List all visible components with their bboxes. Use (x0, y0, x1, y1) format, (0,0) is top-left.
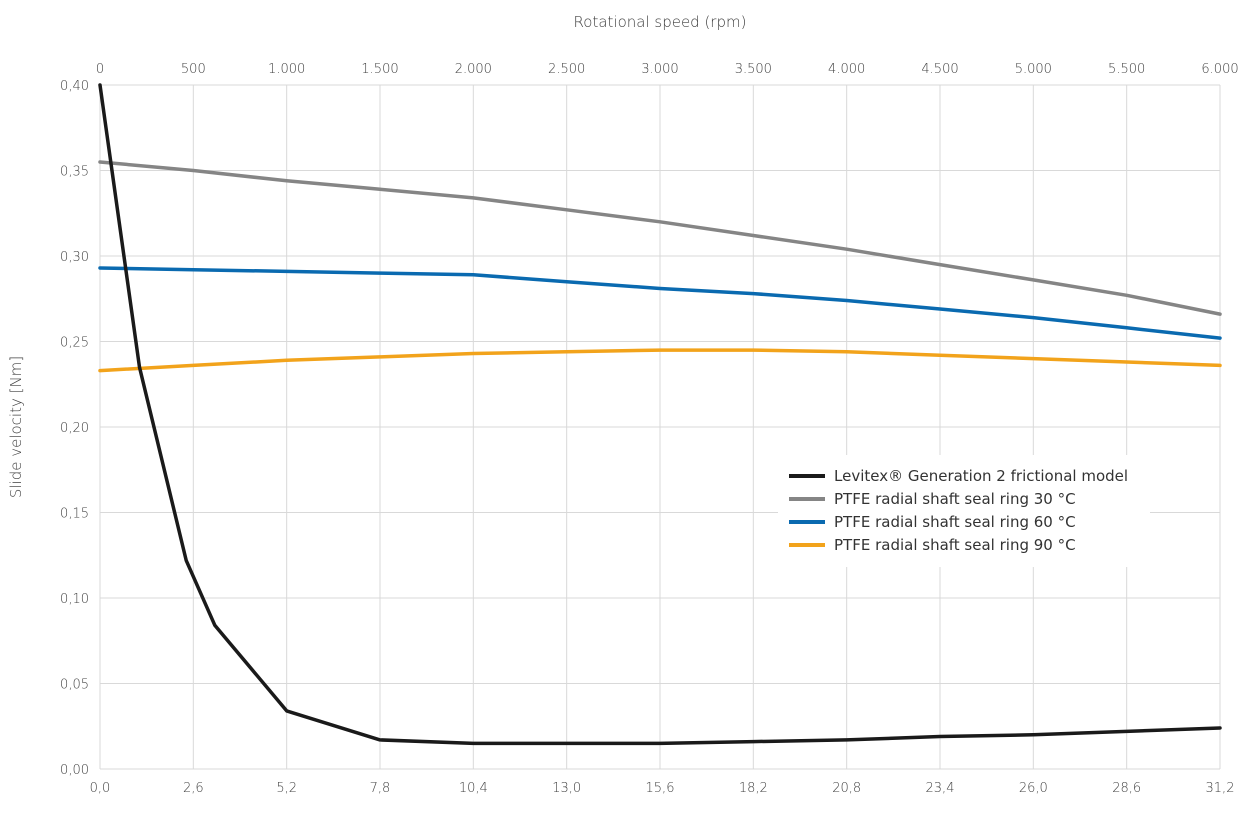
x-top-tick-label: 4.000 (828, 62, 865, 77)
x-bottom-tick-label: 0,0 (90, 781, 111, 796)
y-tick-label: 0,20 (60, 421, 89, 436)
x-bottom-tick-label: 18,2 (739, 781, 768, 796)
x-top-tick-label: 6.000 (1201, 62, 1238, 77)
x-top-tick-label: 3.000 (641, 62, 678, 77)
y-tick-label: 0,25 (60, 336, 89, 351)
x-bottom-tick-labels: 0,0 2,6 5,2 7,8 10,4 13,0 15,6 18,2 20,8 23,4 26,0… (90, 781, 1235, 796)
x-bottom-tick-label: 28,6 (1112, 781, 1141, 796)
series-line-0 (98, 83, 1222, 746)
x-top-tick-label: 3.500 (735, 62, 772, 77)
y-tick-labels: 0,40 0,35 0,30 0,25 0,20 0,15 0,10 0,05 0,00 (60, 79, 89, 778)
x-bottom-tick-label: 20,8 (832, 781, 861, 796)
legend-label: PTFE radial shaft seal ring 90 °C (834, 536, 1076, 554)
x-top-tick-label: 2.000 (455, 62, 492, 77)
legend-label: PTFE radial shaft seal ring 60 °C (834, 513, 1076, 531)
x-bottom-tick-label: 26,0 (1019, 781, 1048, 796)
grid (99, 84, 1221, 770)
x-top-tick-label: 4.500 (921, 62, 958, 77)
x-top-tick-label: 0 (96, 62, 104, 77)
x-top-tick-label: 1.000 (268, 62, 305, 77)
y-tick-label: 0,00 (60, 763, 89, 778)
x-bottom-tick-label: 13,0 (552, 781, 581, 796)
x-top-tick-label: 2.500 (548, 62, 585, 77)
y-tick-label: 0,15 (60, 507, 89, 522)
y-tick-label: 0,40 (60, 79, 89, 94)
x-top-axis-title: Rotational speed (rpm) (574, 13, 747, 31)
y-tick-label: 0,30 (60, 250, 89, 265)
legend-label: PTFE radial shaft seal ring 30 °C (834, 490, 1076, 508)
series-lines (98, 83, 1222, 746)
x-bottom-tick-label: 7,8 (370, 781, 391, 796)
x-bottom-tick-label: 2,6 (183, 781, 204, 796)
series-line-2 (98, 266, 1222, 340)
y-tick-label: 0,10 (60, 592, 89, 607)
x-top-tick-labels: 0 500 1.000 1.500 2.000 2.500 3.000 3.500 4.000 4… (96, 62, 1239, 77)
legend-label: Levitex® Generation 2 frictional model (834, 467, 1128, 485)
x-bottom-tick-label: 5,2 (276, 781, 297, 796)
x-top-tick-label: 5.000 (1015, 62, 1052, 77)
x-top-tick-label: 500 (181, 62, 206, 77)
series-line-1 (98, 160, 1222, 316)
x-bottom-tick-label: 23,4 (926, 781, 955, 796)
legend-background (778, 455, 1150, 567)
y-axis-title: Slide velocity [Nm] (7, 356, 25, 498)
x-bottom-tick-label: 10,4 (459, 781, 488, 796)
legend: Levitex® Generation 2 frictional model PT… (778, 455, 1150, 567)
y-tick-label: 0,35 (60, 165, 89, 180)
y-tick-label: 0,05 (60, 678, 89, 693)
x-top-tick-label: 5.500 (1108, 62, 1145, 77)
series-line-3 (98, 348, 1222, 373)
x-bottom-tick-label: 15,6 (646, 781, 675, 796)
x-top-tick-label: 1.500 (361, 62, 398, 77)
x-bottom-tick-label: 31,2 (1206, 781, 1235, 796)
